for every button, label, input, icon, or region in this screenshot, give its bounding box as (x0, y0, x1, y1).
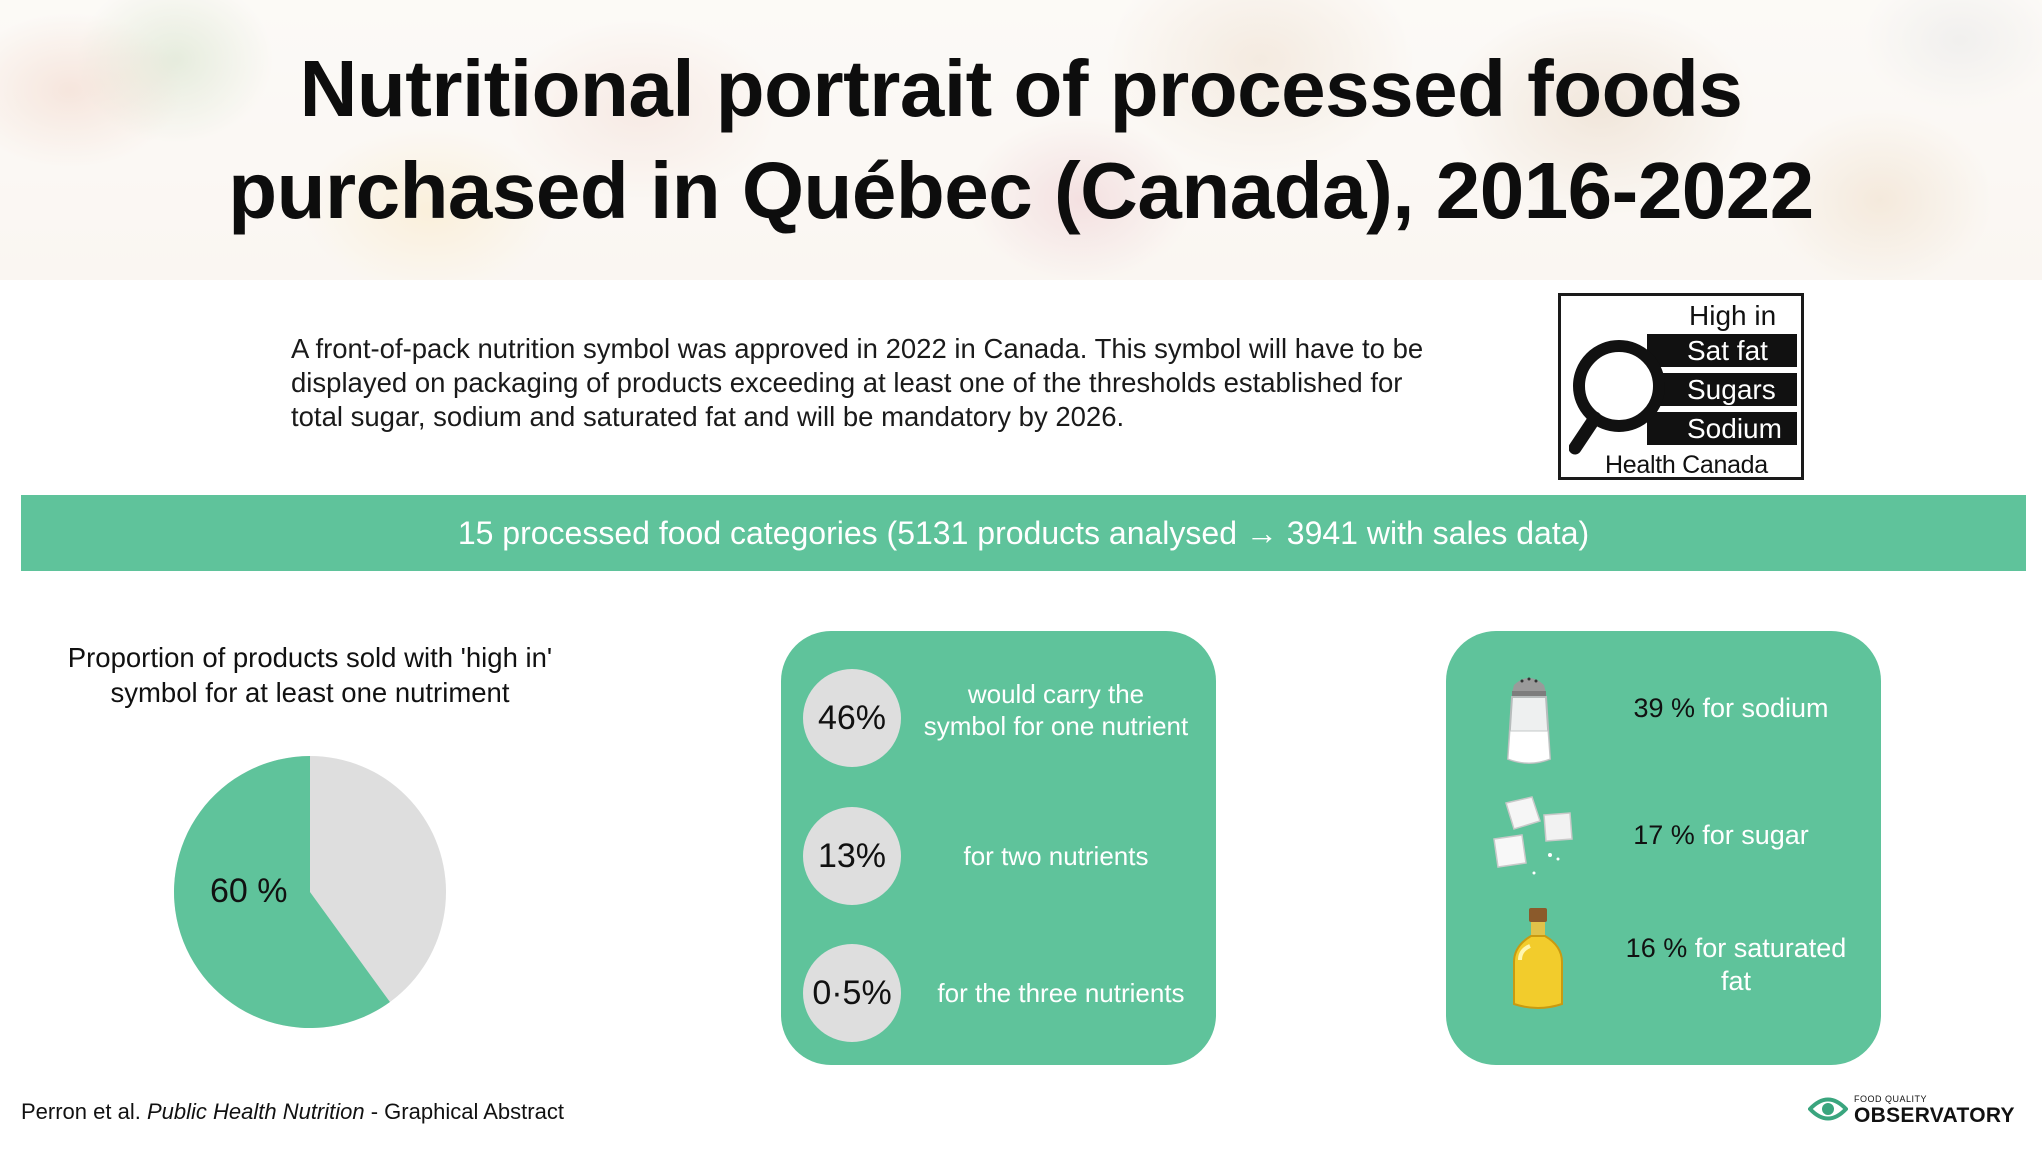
sugar-row: 17 % for sugar (1606, 819, 1836, 852)
citation-suffix: - Graphical Abstract (364, 1099, 564, 1124)
value-bubble-three-nutrients: 0·5% (803, 944, 901, 1042)
text-three-nutrients: for the three nutrients (937, 978, 1185, 1008)
title-line-1: Nutritional portrait of processed foods (299, 44, 1743, 133)
pie-title-line-2: symbol for at least one nutriment (110, 677, 510, 708)
pie-slice-high-in (174, 756, 390, 1028)
value-bubble-one-nutrient: 46% (803, 669, 901, 767)
sugar-cubes-icon (1493, 796, 1573, 875)
oil-bottle-icon (1513, 908, 1563, 1009)
logo-big-text: OBSERVATORY (1854, 1104, 2015, 1127)
sugar-label: for sugar (1702, 820, 1809, 850)
banner-food-background (0, 0, 2042, 280)
citation: Perron et al. Public Health Nutrition - … (21, 1099, 564, 1125)
sodium-label: for sodium (1702, 693, 1829, 723)
nutrient-count-card: 46% would carry the symbol for one nutri… (781, 631, 1216, 1065)
category-summary-bar: 15 processed food categories (5131 produ… (21, 495, 2026, 571)
text-one-nutrient-line-2: symbol for one nutrient (923, 711, 1189, 741)
intro-line-1: A front-of-pack nutrition symbol was app… (291, 333, 1424, 364)
fop-authority: Health Canada (1605, 451, 1768, 479)
saturated-fat-label-line-2: fat (1720, 966, 1752, 996)
observatory-eye-logo-icon (1808, 1097, 1848, 1121)
intro-line-2: displayed on packaging of products excee… (291, 367, 1403, 398)
header-banner: Nutritional portrait of processed foods … (0, 0, 2042, 280)
salt-shaker-icon (1506, 677, 1552, 764)
saturated-fat-pct: 16 % (1625, 933, 1688, 963)
saturated-fat-label: for saturated (1694, 933, 1847, 963)
pie-value-label: 60 % (210, 872, 288, 910)
citation-authors: Perron et al. (21, 1099, 147, 1124)
front-of-pack-symbol: High in Sat fat Sugars Sodium Health Can… (1558, 293, 1804, 480)
sodium-row: 39 % for sodium (1606, 692, 1856, 725)
sugar-pct: 17 % (1633, 820, 1695, 850)
logo-small-text: FOOD QUALITY (1854, 1094, 1928, 1104)
value-bubble-two-nutrients: 13% (803, 807, 901, 905)
saturated-fat-row: 16 % for saturated fat (1611, 932, 1861, 998)
fop-nutrient-sugars: Sugars (1647, 373, 1797, 406)
intro-paragraph: A front-of-pack nutrition symbol was app… (291, 332, 1541, 434)
citation-journal: Public Health Nutrition (146, 1099, 365, 1124)
pie-title: Proportion of products sold with 'high i… (20, 640, 600, 710)
sodium-pct: 39 % (1633, 693, 1695, 723)
magnifying-glass-icon (1569, 340, 1665, 455)
text-two-nutrients: for two nutrients (963, 841, 1149, 871)
fop-heading: High in (1689, 300, 1777, 331)
text-one-nutrient: would carry the symbol for one nutrient (906, 678, 1206, 742)
pie-chart (174, 756, 446, 1028)
title-line-2: purchased in Québec (Canada), 2016-2022 (228, 146, 1814, 235)
pie-title-line-1: Proportion of products sold with 'high i… (67, 642, 553, 673)
page-title: Nutritional portrait of processed foods … (0, 38, 2042, 242)
by-nutrient-card: 39 % for sodium 17 % for sugar 16 % for … (1446, 631, 1881, 1065)
text-one-nutrient-line-1: would carry the (967, 679, 1145, 709)
intro-line-3: total sugar, sodium and saturated fat an… (291, 401, 1125, 432)
fop-nutrient-sodium: Sodium (1647, 412, 1797, 445)
fop-nutrient-sat-fat: Sat fat (1647, 334, 1797, 367)
